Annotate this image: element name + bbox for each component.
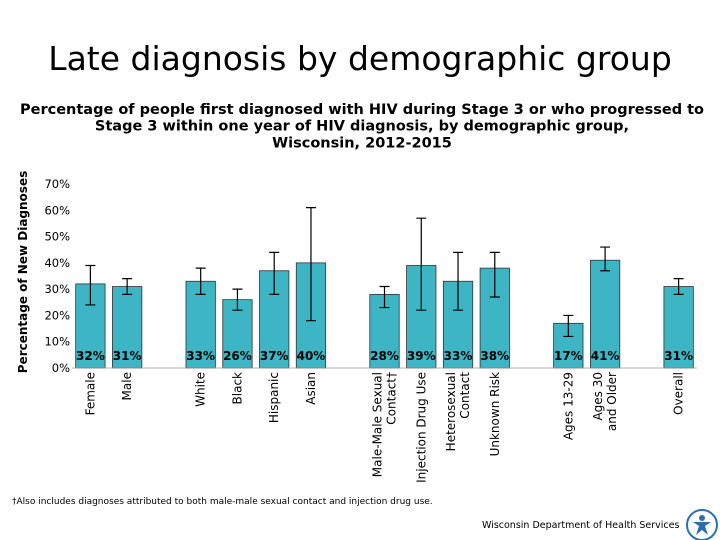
y-tick-label: 10% bbox=[44, 335, 70, 349]
error-bar bbox=[305, 207, 316, 322]
error-bar bbox=[85, 264, 96, 306]
y-tick-label: 30% bbox=[44, 282, 70, 296]
value-label: 33% bbox=[444, 349, 473, 363]
error-bar bbox=[269, 251, 280, 295]
error-bar bbox=[673, 278, 684, 295]
chart-title: Late diagnosis by demographic group bbox=[48, 39, 672, 78]
x-tick-label: Asian bbox=[304, 372, 318, 405]
error-bar bbox=[379, 285, 390, 309]
x-tick-label: White bbox=[194, 372, 208, 407]
value-label: 37% bbox=[260, 349, 289, 363]
footnote: †Also includes diagnoses attributed to b… bbox=[12, 497, 433, 507]
y-tick-label: 50% bbox=[44, 230, 70, 244]
error-bar bbox=[195, 267, 206, 295]
x-tick-label: Hispanic bbox=[267, 372, 281, 423]
value-label: 39% bbox=[407, 349, 436, 363]
logo bbox=[686, 509, 718, 540]
value-label: 28% bbox=[370, 349, 399, 363]
value-label: 32% bbox=[76, 349, 105, 363]
value-label: 31% bbox=[664, 349, 693, 363]
x-tick-label: Male-Male SexualContact† bbox=[371, 372, 399, 477]
error-bar bbox=[453, 251, 464, 311]
value-label: 17% bbox=[554, 349, 583, 363]
value-label: 33% bbox=[186, 349, 215, 363]
error-bar bbox=[489, 251, 500, 298]
y-tick-label: 70% bbox=[44, 177, 70, 191]
x-tick-label: Female bbox=[83, 372, 97, 415]
y-tick-label: 60% bbox=[44, 203, 70, 217]
error-bar bbox=[600, 246, 611, 272]
value-label: 26% bbox=[223, 349, 252, 363]
error-bar bbox=[122, 278, 133, 295]
value-label: 38% bbox=[480, 349, 509, 363]
y-tick-label: 0% bbox=[52, 361, 70, 375]
y-tick-label: 40% bbox=[44, 256, 70, 270]
x-tick-label: HeterosexualContact bbox=[444, 372, 472, 452]
x-tick-label: Unknown Risk bbox=[488, 372, 502, 456]
value-label: 41% bbox=[591, 349, 620, 363]
error-bar bbox=[416, 217, 427, 311]
x-tick-label: Male bbox=[120, 372, 134, 400]
error-bar bbox=[232, 288, 243, 311]
value-label: 31% bbox=[113, 349, 142, 363]
x-tick-label: Injection Drug Use bbox=[414, 372, 428, 483]
x-tick-label: Black bbox=[230, 372, 244, 405]
error-bar bbox=[563, 314, 574, 338]
x-tick-label: Ages 30and Older bbox=[591, 372, 619, 431]
value-label: 40% bbox=[297, 349, 326, 363]
x-tick-label: Overall bbox=[672, 372, 686, 415]
source: Wisconsin Department of Health Services bbox=[482, 520, 679, 531]
y-axis-label: Percentage of New Diagnoses bbox=[16, 171, 30, 373]
y-tick-label: 20% bbox=[44, 308, 70, 322]
chart-subtitle: Percentage of people first diagnosed wit… bbox=[20, 102, 704, 151]
x-tick-label: Ages 13-29 bbox=[561, 372, 575, 440]
